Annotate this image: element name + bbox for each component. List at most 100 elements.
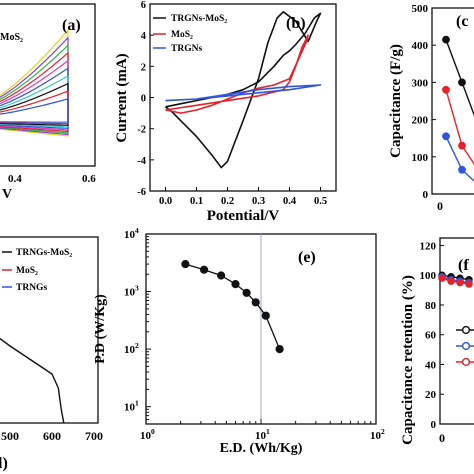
panel-f-ytick-label-5: 20 bbox=[425, 389, 437, 401]
panel-b-label: (b) bbox=[286, 15, 306, 32]
panel-f-axes bbox=[439, 237, 474, 425]
panel-e-ytick-label-3: 101 bbox=[124, 399, 139, 414]
panel-b-ytick-label-3: 0 bbox=[141, 94, 146, 105]
panel-f-ytick-label-0: 120 bbox=[420, 240, 437, 252]
panel-f-curves bbox=[438, 271, 474, 367]
panel-f-legend-marker-0 bbox=[461, 325, 471, 335]
panel-a-axes bbox=[0, 3, 96, 167]
panel-a-label: (a) bbox=[62, 17, 81, 34]
panel-b-curves bbox=[165, 11, 322, 169]
panel-a-xlabel: V bbox=[2, 187, 12, 202]
legend-label-trgns-mos2: TRGNs-MoS₂ bbox=[171, 14, 227, 24]
panel-a-cv-loop-8 bbox=[0, 90, 69, 125]
panel-e-ylabel: P.D (W/Kg) bbox=[93, 294, 108, 364]
panel-a-cv-loop-3 bbox=[0, 52, 69, 132]
panel-e-point-7 bbox=[275, 345, 284, 354]
panel-a-cv-loop-0 bbox=[0, 29, 69, 137]
legend-label-trgns: TRGNs bbox=[171, 44, 202, 54]
panel-f-series-2-point-0 bbox=[438, 274, 446, 282]
legend-label-d-mos2: MoS₂ bbox=[16, 266, 38, 276]
panel-b-xtick-label-3: 0.3 bbox=[252, 196, 265, 207]
panel-a-cv-loop-1 bbox=[0, 36, 69, 136]
panel-a-cv-loop-7 bbox=[0, 82, 69, 126]
panel-a-legend-text: MoS₂ bbox=[0, 32, 23, 43]
panel-c-ytick-label-3: 200 bbox=[412, 115, 429, 127]
panel-e-xtick-exp-0: 0 bbox=[151, 427, 155, 436]
panel-b-ytick-label-5: -4 bbox=[137, 156, 146, 167]
panel-e-series-line bbox=[185, 263, 281, 350]
panel-d-xtick-1: 600 bbox=[43, 429, 61, 443]
panel-b-series-0 bbox=[165, 11, 322, 169]
panel-b-xtick-label-1: 0.1 bbox=[190, 196, 203, 207]
panel-f-legend-marker-1 bbox=[461, 341, 471, 351]
panel-c-series-1-point-1 bbox=[458, 141, 466, 150]
panel-e-xtick-label-1: 101 bbox=[255, 427, 270, 442]
panel-f-series-2-point-1 bbox=[447, 277, 455, 285]
panel-b-series-1 bbox=[165, 34, 309, 114]
panel-b-ytick-label-6: -6 bbox=[137, 187, 146, 198]
legend-label-trngs-mos2: TRNGs-MoS₂ bbox=[16, 248, 72, 258]
panel-c-axes bbox=[431, 7, 474, 195]
panel-b-ytick-label-1: 4 bbox=[141, 31, 147, 42]
legend-label-trngs: TRNGs bbox=[16, 283, 47, 293]
panel-d-label: l) bbox=[0, 455, 8, 472]
panel-b-ytick-label-2: 2 bbox=[141, 62, 146, 73]
panel-b-legend: TRGNs-MoS₂ MoS₂ TRGNs bbox=[153, 14, 227, 54]
panel-a: (a) MoS₂ 0.4 0.6 V bbox=[0, 3, 96, 202]
panel-e-ytick-exp-1: 3 bbox=[135, 284, 139, 293]
panel-f-series-line-0 bbox=[441, 274, 470, 281]
panel-b-xtick-label-5: 0.5 bbox=[314, 196, 327, 207]
panel-c-xtick-0: 0 bbox=[437, 199, 443, 213]
panel-d-axes bbox=[0, 236, 99, 424]
panel-e-point-5 bbox=[251, 298, 260, 307]
panel-e-ytick-label-2: 102 bbox=[124, 341, 139, 356]
panel-e-ytick-label-0: 104 bbox=[124, 226, 139, 241]
panel-e-point-6 bbox=[261, 311, 270, 320]
panel-a-cv-loop-2 bbox=[0, 44, 69, 134]
panel-b-ylabel: Current (mA) bbox=[114, 53, 130, 142]
panel-a-cv-loop-4 bbox=[0, 59, 69, 131]
panel-f-ytick-label-4: 40 bbox=[425, 359, 437, 371]
panel-c-ytick-label-2: 300 bbox=[412, 77, 429, 89]
panel-f-series-line-1 bbox=[441, 276, 470, 284]
panel-c-series-0-point-0 bbox=[442, 35, 450, 44]
panel-f-series-line-2 bbox=[441, 277, 470, 285]
panel-e-ytick-exp-2: 2 bbox=[135, 341, 139, 350]
panel-f-xtick-0: 0 bbox=[439, 431, 445, 445]
panel-e-label: (e) bbox=[298, 249, 316, 266]
panel-e-point-0 bbox=[181, 260, 190, 269]
panel-e-curves bbox=[181, 260, 284, 354]
panel-e-point-1 bbox=[200, 265, 209, 274]
panel-b-xtick-label-4: 0.4 bbox=[283, 196, 297, 207]
panel-d-series-0 bbox=[0, 337, 65, 424]
panel-f-series-2-point-3 bbox=[465, 280, 473, 288]
panel-c-ylabel: Capacitance (F/g) bbox=[388, 44, 404, 158]
panel-f-legend-marker-2 bbox=[461, 357, 471, 367]
panel-f-ytick-label-1: 100 bbox=[420, 270, 437, 282]
panel-e-xtick-exp-2: 2 bbox=[381, 427, 385, 436]
panel-e-ytick-exp-3: 1 bbox=[135, 399, 139, 408]
panel-f-ytick-label-3: 60 bbox=[425, 330, 437, 342]
panel-c-series-0-point-1 bbox=[458, 78, 466, 87]
panel-d-xtick-2: 700 bbox=[85, 429, 103, 443]
panel-e-point-2 bbox=[217, 271, 226, 280]
panel-b-ticks: 0.0 0.1 0.2 0.3 0.4 0.5 6 4 2 0 -2 -4 -6 bbox=[137, 0, 327, 207]
panel-c-label: (c bbox=[456, 13, 468, 30]
panel-d: TRNGs-MoS₂ MoS₂ TRNGs 500 600 700 l) bbox=[0, 236, 103, 472]
panel-a-cv-loop-6 bbox=[0, 75, 69, 128]
panel-e-point-3 bbox=[231, 280, 240, 289]
panel-f-ytick-label-2: 80 bbox=[425, 300, 437, 312]
panel-e-xtick-label-2: 102 bbox=[370, 427, 385, 442]
panel-a-xtick-0: 0.4 bbox=[8, 173, 22, 185]
panel-c-series-2-point-1 bbox=[458, 165, 466, 174]
panel-b-xtick-label-2: 0.2 bbox=[221, 196, 234, 207]
panel-f-label: (f bbox=[458, 257, 469, 274]
panel-c-curves bbox=[442, 35, 474, 182]
panel-c: 500 400 300 200 100 0 (c Capacitance (F/g) 0 bbox=[388, 3, 474, 213]
legend-label-mos2: MoS₂ bbox=[171, 30, 193, 40]
panel-d-xtick-0: 500 bbox=[1, 429, 19, 443]
panel-e-ytick-label-1: 103 bbox=[124, 284, 139, 299]
